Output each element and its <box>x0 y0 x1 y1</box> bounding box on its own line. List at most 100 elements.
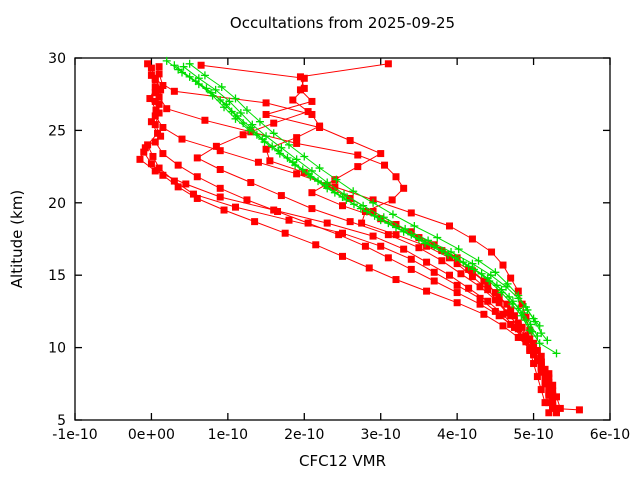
red-profile-7-point-marker <box>507 274 515 282</box>
green-profile-3-point-marker <box>525 326 534 335</box>
green-profile-4-point-marker <box>304 169 313 178</box>
green-profile-1-point-marker <box>535 339 544 348</box>
green-profile-4-point-marker <box>246 123 255 132</box>
red-profile-9-point-marker <box>193 173 201 181</box>
red-profile-9-point-marker <box>453 289 461 297</box>
red-profile-2-point-marker <box>400 245 408 253</box>
red-profile-2-point-marker <box>553 409 560 417</box>
green-profile-4-point-marker <box>233 111 242 120</box>
red-profile-2-point-marker <box>136 155 144 163</box>
red-profile-5-point-marker <box>159 82 167 90</box>
green-profile-4-point-marker <box>376 216 385 225</box>
red-profile-4-point-marker <box>346 137 354 145</box>
green-profile-5-point-marker <box>200 71 209 80</box>
red-profile-1-point-marker <box>155 164 163 172</box>
green-profile-4-point-marker <box>518 308 527 317</box>
red-profile-7-point-marker <box>293 170 301 178</box>
red-profile-1-point-marker <box>285 216 293 224</box>
red-profile-2-point-marker <box>151 167 159 175</box>
red-profile-2-point-marker <box>157 86 165 94</box>
red-profile-1-point-marker <box>541 399 549 407</box>
red-profile-2-point-marker <box>155 63 163 71</box>
red-profile-5-point-marker <box>392 231 400 239</box>
red-profile-1-point-marker <box>476 294 484 302</box>
red-profile-6-point-marker <box>147 64 155 72</box>
red-profile-2-point-marker <box>484 297 492 305</box>
green-profile-2-point-marker <box>179 62 188 71</box>
red-profile-5-point-marker <box>155 70 163 78</box>
red-profile-9-point-marker <box>174 161 182 169</box>
red-profile-5-point-marker <box>381 161 389 169</box>
red-profile-3-point-marker <box>300 84 308 92</box>
red-profile-2-point-marker <box>499 310 507 318</box>
green-profile-5-point-marker <box>503 279 512 288</box>
green-profile-4-point-marker <box>258 135 267 144</box>
red-profile-8-point-marker <box>159 171 167 179</box>
red-profile-4-point-marker <box>308 189 316 197</box>
red-profile-3-point-marker <box>545 374 553 382</box>
red-profile-9-point-marker <box>530 346 538 354</box>
red-profile-7-point-marker <box>151 112 159 120</box>
red-profile-7-point-marker <box>254 158 262 166</box>
red-profile-9-line <box>154 141 561 409</box>
red-profile-4-point-marker <box>296 86 304 94</box>
red-profile-3-point-marker <box>503 309 511 317</box>
green-profile-5-point-marker <box>242 106 251 115</box>
red-profile-9-point-marker <box>549 381 557 389</box>
red-profile-3-point-marker <box>476 283 484 291</box>
red-profile-4-point-marker <box>468 267 476 275</box>
red-profile-5-point-marker <box>354 151 362 159</box>
green-profile-5-point-marker <box>433 233 442 242</box>
red-profile-9-point-marker <box>304 219 312 227</box>
red-profile-9-point-marker <box>510 323 518 331</box>
green-profile-1-point-marker <box>170 61 179 70</box>
x-axis-label: CFC12 VMR <box>298 452 387 470</box>
red-profile-3-point-marker <box>289 96 297 104</box>
green-profile-3-line <box>166 60 531 331</box>
green-profile-5-line <box>189 63 541 327</box>
red-profile-7-point-marker <box>545 378 553 386</box>
red-profile-5-point-marker <box>423 242 431 250</box>
red-profile-7-point-marker <box>331 183 339 191</box>
red-profile-5-point-marker <box>518 323 526 331</box>
red-profile-7-point-marker <box>178 135 186 143</box>
green-profile-4-point-marker <box>356 204 365 213</box>
red-profile-3-point-marker <box>491 296 499 304</box>
red-profile-4-point-marker <box>377 150 385 158</box>
red-profile-8-point-marker <box>312 241 320 249</box>
red-profile-7-point-marker <box>155 100 163 108</box>
x-tick-label: 0e+00 <box>128 427 175 443</box>
red-profile-9-point-marker <box>335 231 343 239</box>
red-profile-9-point-marker <box>522 335 530 343</box>
red-profile-1-point-marker <box>170 177 178 185</box>
red-profile-6-point-marker <box>262 99 270 107</box>
red-profile-3-point-marker <box>212 142 220 150</box>
red-profile-1-point-marker <box>491 307 499 315</box>
green-profile-5-point-marker <box>388 210 397 219</box>
red-profile-2-point-marker <box>182 180 190 188</box>
green-profile-5-point-marker <box>332 175 341 184</box>
red-profile-7-point-marker <box>216 147 224 155</box>
red-profile-1-point-marker <box>530 360 538 368</box>
red-profile-3-point-marker <box>415 244 423 252</box>
red-profile-5-point-marker <box>526 335 534 343</box>
x-tick-label: 6e-10 <box>590 427 630 443</box>
red-profile-6-point-marker <box>468 273 476 281</box>
green-profile-4-point-marker <box>399 227 408 236</box>
chart-title: Occultations from 2025-09-25 <box>229 14 456 32</box>
plot-frame <box>74 57 611 421</box>
red-profile-7-point-marker <box>549 391 557 399</box>
red-profile-3-point-marker <box>304 108 312 116</box>
red-profile-4-point-marker <box>514 319 522 327</box>
red-profile-1-point-marker <box>537 386 545 394</box>
green-profile-5-point-marker <box>185 59 194 68</box>
red-profile-8-point-marker <box>147 160 155 168</box>
red-profile-3-point-marker <box>270 119 278 127</box>
red-profile-7-point-marker <box>541 365 549 373</box>
red-profile-4-point-marker <box>339 202 346 210</box>
y-tick-label: 15 <box>48 268 66 284</box>
green-profile-3-point-marker <box>162 56 171 65</box>
red-profile-7-point-marker <box>159 124 167 132</box>
